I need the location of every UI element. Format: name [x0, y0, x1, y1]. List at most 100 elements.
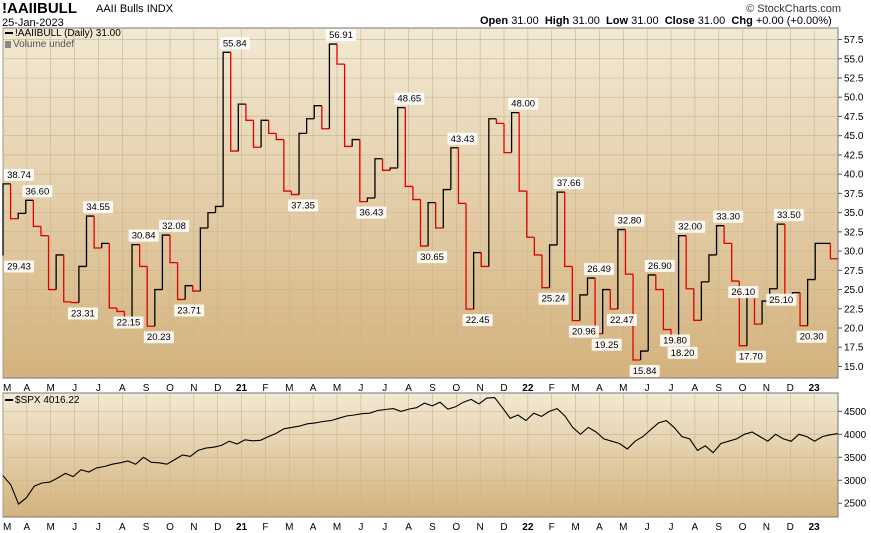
- x-tick-label: J: [382, 522, 387, 533]
- main-legend-text: !AAIIBULL (Daily) 31.00: [15, 28, 121, 39]
- y-tick-label: 40.0: [844, 170, 864, 181]
- data-label-box: [713, 210, 744, 223]
- data-label: 37.66: [557, 178, 581, 189]
- y-tick-label: 27.5: [844, 266, 864, 277]
- series-segment: [192, 285, 201, 292]
- series-segment: [199, 227, 208, 292]
- x-tick-label: N: [190, 522, 197, 533]
- series-segment: [503, 123, 512, 154]
- data-label: 56.91: [329, 30, 353, 41]
- x-tick-label: M: [47, 522, 55, 533]
- series-segment: [579, 294, 588, 321]
- y-tick-label: 42.5: [844, 150, 864, 161]
- x-tick-label: N: [763, 383, 770, 394]
- x-tick-label: M: [619, 383, 627, 394]
- x-tick-label: A: [119, 522, 126, 533]
- data-label: 37.35: [291, 201, 315, 212]
- symbol-name: AAII Bulls: [96, 3, 144, 15]
- series-segment: [814, 242, 823, 280]
- series-segment: [510, 111, 520, 153]
- data-label: 38.74: [7, 170, 31, 181]
- x-tick-label: A: [310, 383, 317, 394]
- series-segment: [731, 243, 740, 282]
- x-tick-label: A: [119, 383, 126, 394]
- series-segment: [685, 235, 694, 290]
- series-segment: [17, 212, 26, 219]
- y-tick-label: 17.5: [844, 343, 864, 354]
- data-label: 43.43: [451, 134, 475, 145]
- data-label: 22.45: [466, 315, 490, 326]
- volume-legend-text: Volume undef: [13, 39, 75, 50]
- x-tick-label: A: [405, 383, 412, 394]
- series-segment: [518, 112, 527, 192]
- data-label-box: [508, 97, 539, 110]
- x-tick-label: M: [571, 522, 579, 533]
- y-tick-label: 47.5: [844, 112, 864, 123]
- data-label-box: [584, 263, 615, 276]
- series-segment: [472, 251, 482, 310]
- data-label-box: [553, 177, 584, 190]
- x-tick-label: D: [500, 383, 507, 394]
- series-segment: [526, 191, 535, 238]
- x-tick-label: O: [166, 383, 174, 394]
- data-label-box: [417, 251, 448, 264]
- series-segment: [101, 242, 110, 248]
- series-segment: [230, 52, 239, 152]
- data-label-box: [462, 314, 493, 327]
- spx-line: [2, 397, 839, 505]
- series-segment: [343, 64, 353, 148]
- series-segment: [457, 147, 467, 205]
- series-segment: [207, 211, 216, 228]
- data-label-box: [83, 201, 114, 214]
- data-label-box: [288, 199, 319, 212]
- chart-date: 25-Jan-2023: [2, 17, 64, 29]
- data-label: 32.00: [678, 222, 702, 233]
- data-label-box: [22, 185, 53, 198]
- series-segment: [321, 105, 330, 130]
- data-label-box: [644, 259, 675, 272]
- x-tick-label: M: [47, 383, 55, 394]
- data-label-box: [128, 229, 159, 242]
- y-tick-label: 2500: [844, 499, 867, 510]
- data-label-box: [773, 209, 804, 222]
- series-segment: [85, 215, 95, 267]
- close-label: Close: [664, 15, 695, 27]
- series-segment: [655, 274, 664, 291]
- data-label: 26.90: [648, 261, 672, 272]
- x-tick-label: M: [285, 522, 293, 533]
- x-tick-label: F: [549, 522, 555, 533]
- y-tick-label: 4000: [844, 430, 867, 441]
- series-segment: [78, 265, 87, 303]
- chart-header: !AAIIBULL AAII Bulls INDX 25-Jan-2023 © …: [0, 0, 871, 30]
- series-segment: [283, 139, 292, 192]
- x-tick-label: J: [645, 522, 650, 533]
- data-label-box: [591, 338, 622, 351]
- volume-legend: Volume undef: [5, 39, 74, 50]
- series-segment: [738, 281, 747, 347]
- x-tick-label: D: [787, 522, 794, 533]
- high-value: 31.00: [572, 15, 600, 27]
- data-label-box: [143, 331, 174, 344]
- series-segment: [366, 197, 375, 202]
- series-segment: [647, 274, 656, 352]
- x-tick-label: A: [692, 522, 699, 533]
- data-label: 48.00: [511, 99, 535, 110]
- series-segment: [419, 199, 429, 247]
- x-tick-label: J: [669, 522, 674, 533]
- series-segment: [799, 292, 808, 327]
- series-segment: [693, 288, 702, 321]
- x-tick-label: D: [500, 522, 507, 533]
- series-segment: [397, 106, 406, 168]
- data-label: 32.80: [618, 216, 642, 227]
- series-segment: [753, 297, 763, 325]
- data-label-box: [735, 350, 766, 363]
- series-segment: [548, 244, 558, 288]
- x-tick-label: 21: [236, 522, 248, 533]
- series-segment: [533, 237, 542, 256]
- spx-legend: $SPX 4016.22: [5, 395, 80, 406]
- data-label: 33.50: [777, 210, 801, 221]
- x-tick-label: O: [452, 522, 460, 533]
- x-tick-label: N: [763, 522, 770, 533]
- data-label-box: [538, 292, 569, 305]
- x-tick-label: M: [3, 522, 11, 533]
